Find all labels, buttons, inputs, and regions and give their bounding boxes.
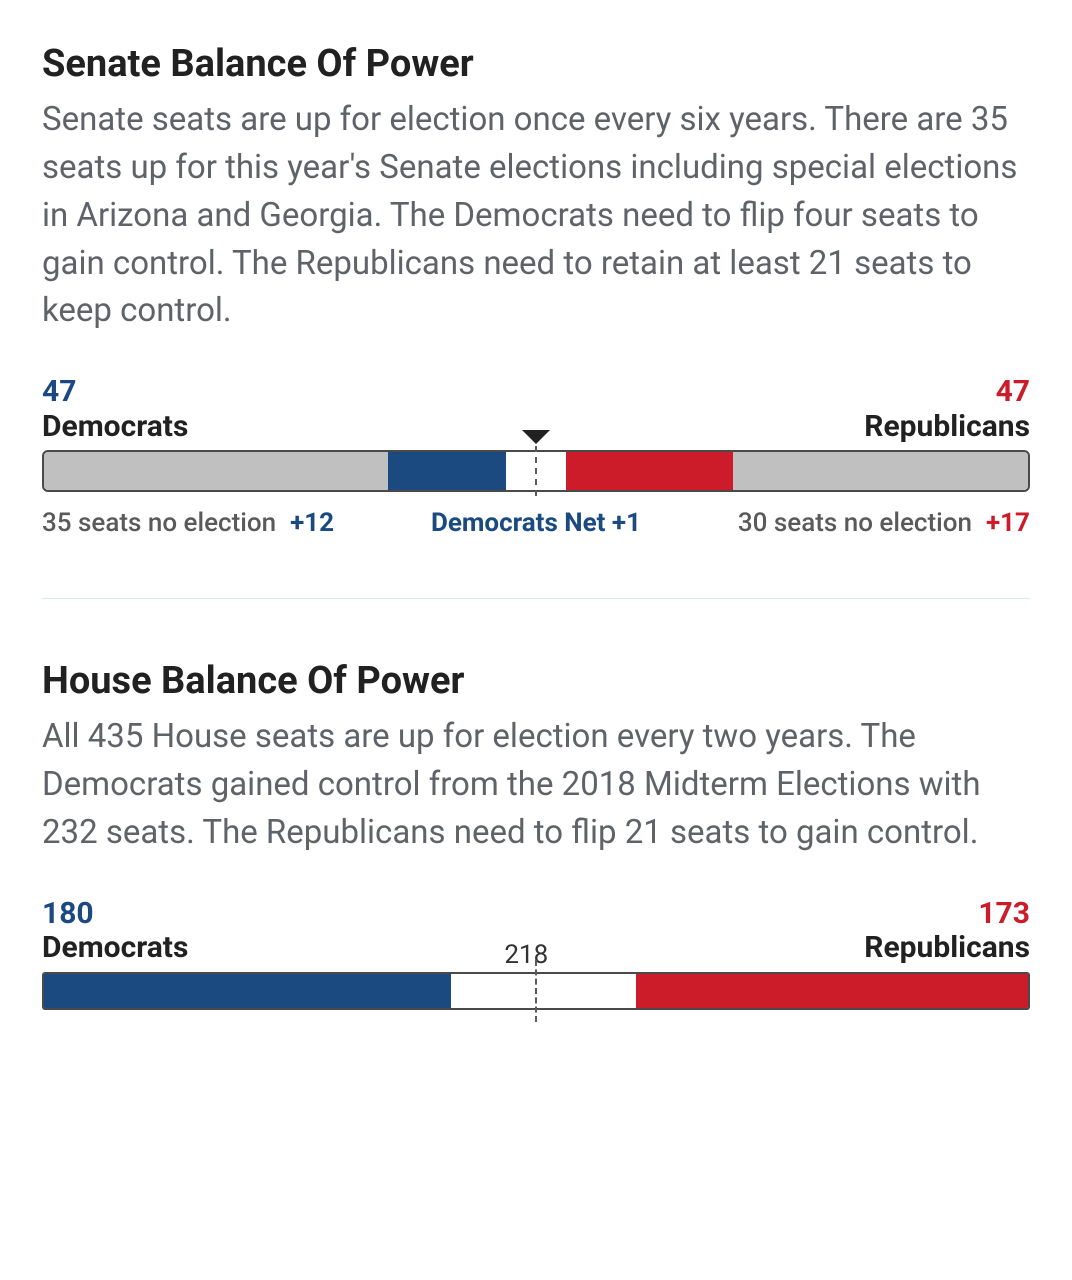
senate-below-right: 30 seats no election +17 <box>684 508 1030 538</box>
senate-title: Senate Balance Of Power <box>42 42 1030 86</box>
house-rep-label: Republicans <box>864 931 1030 966</box>
house-bar-wrap <box>42 972 1030 1010</box>
senate-rep-score: 47 Republicans <box>864 375 1030 444</box>
senate-right-plus: +17 <box>986 508 1030 538</box>
bar-segment-dem <box>44 974 451 1008</box>
senate-left-noelection: 35 seats no election <box>42 508 276 538</box>
senate-right-noelection: 30 seats no election <box>738 508 972 538</box>
senate-dem-count: 47 <box>42 375 188 410</box>
house-dem-label: Democrats <box>42 931 188 966</box>
senate-bar-wrap <box>42 450 1030 492</box>
bar-segment-rep <box>636 974 1028 1008</box>
house-score-row: 180 Democrats 218 173 Republicans <box>42 897 1030 966</box>
senate-center-divider <box>535 446 537 496</box>
senate-rep-count: 47 <box>996 375 1030 410</box>
house-dem-score: 180 Democrats <box>42 897 188 966</box>
senate-below-left: 35 seats no election +12 <box>42 508 388 538</box>
house-section: House Balance Of Power All 435 House sea… <box>42 598 1030 1070</box>
senate-rep-label: Republicans <box>864 410 1030 445</box>
bar-segment-gap_left <box>506 452 536 490</box>
bar-segment-open <box>451 974 636 1008</box>
bar-segment-rep_noelection <box>733 452 1028 490</box>
house-rep-count: 173 <box>978 897 1030 932</box>
bar-segment-dem_gain <box>388 452 506 490</box>
senate-below-row: 35 seats no election +12 Democrats Net +… <box>42 508 1030 538</box>
senate-below-center: Democrats Net +1 <box>388 508 684 538</box>
house-center-label: 218 <box>504 940 548 970</box>
senate-center-caret-icon <box>522 430 550 444</box>
senate-net-label: Democrats Net +1 <box>431 508 641 538</box>
house-description: All 435 House seats are up for election … <box>42 713 1030 857</box>
house-title: House Balance Of Power <box>42 659 1030 703</box>
senate-dem-label: Democrats <box>42 410 188 445</box>
bar-segment-gap_right <box>536 452 566 490</box>
bar-segment-dem_noelection <box>44 452 388 490</box>
bar-segment-rep_gain <box>566 452 733 490</box>
senate-dem-score: 47 Democrats <box>42 375 188 444</box>
house-center-divider <box>535 960 537 1022</box>
house-rep-score: 173 Republicans <box>864 897 1030 966</box>
senate-section: Senate Balance Of Power Senate seats are… <box>42 42 1030 598</box>
senate-left-plus: +12 <box>290 508 334 538</box>
house-dem-count: 180 <box>42 897 188 932</box>
senate-description: Senate seats are up for election once ev… <box>42 96 1030 335</box>
